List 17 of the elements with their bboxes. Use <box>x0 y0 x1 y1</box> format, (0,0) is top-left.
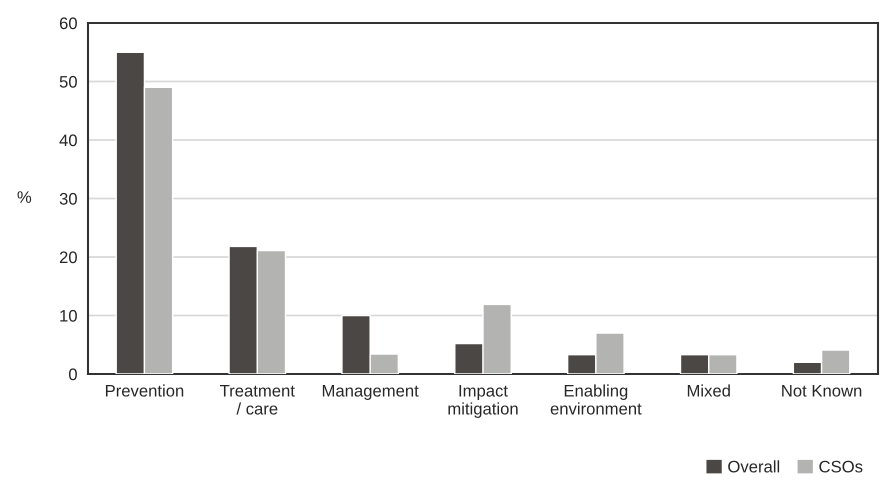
legend-label: CSOs <box>819 460 862 473</box>
y-tick-label: 10 <box>60 310 77 322</box>
x-tick-label: Treatment / care <box>220 385 295 415</box>
x-tick-label: Management <box>322 385 419 400</box>
y-tick-label: 50 <box>60 76 77 88</box>
x-tick-label: Mixed <box>688 384 730 397</box>
x-tick-label: Not Known <box>782 385 862 397</box>
x-tick-label: Enabling environment <box>550 384 642 415</box>
x-tick-label: Prevention <box>106 384 184 397</box>
legend-label: Overall <box>728 460 780 473</box>
x-tick-label: Impact mitigation <box>448 385 518 418</box>
y-tick-label: 0 <box>68 368 77 380</box>
y-tick-label: 30 <box>60 192 77 205</box>
y-tick-label: 40 <box>59 134 77 146</box>
y-tick-label: 60 <box>60 17 77 30</box>
y-axis-title: % <box>18 191 32 203</box>
y-tick-label: 20 <box>60 251 77 264</box>
